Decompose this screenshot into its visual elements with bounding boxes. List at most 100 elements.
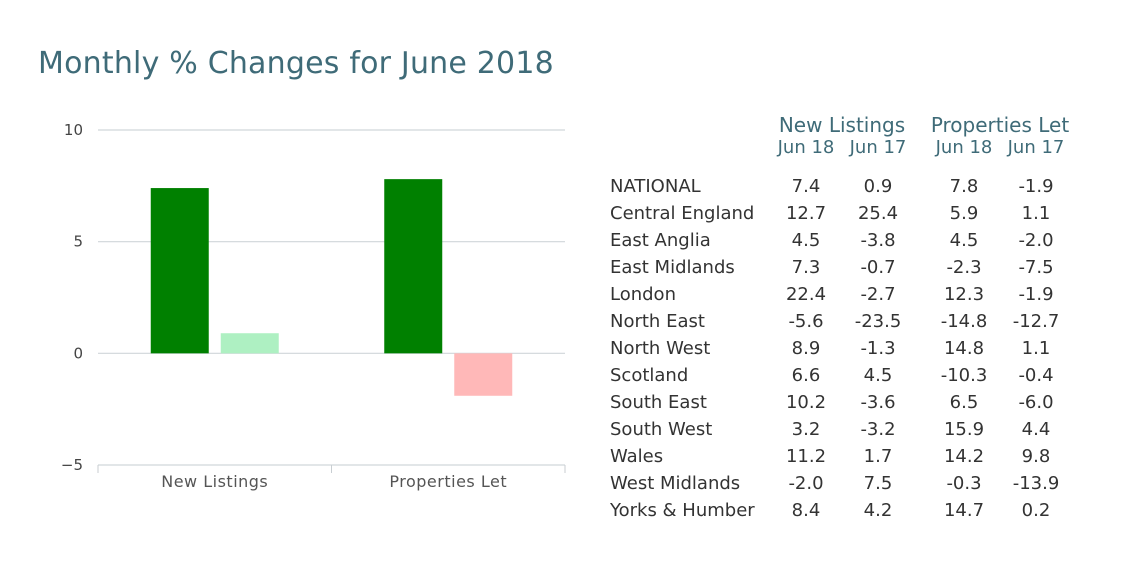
bar-chart: −5 0 5 10 New Listings Properties Let — [38, 110, 583, 520]
value-cell: 7.8 — [949, 176, 979, 197]
value-cell: 11.2 — [785, 446, 827, 467]
table-row: Central England 12.7 25.4 5.9 1.1 — [610, 200, 1072, 227]
value-cell: 7.3 — [791, 257, 821, 278]
value-cell: 14.7 — [943, 500, 985, 521]
table-row: North East -5.6 -23.5 -14.8 -12.7 — [610, 308, 1072, 335]
value-cell: -1.3 — [860, 338, 896, 359]
value-cell: -23.5 — [854, 311, 902, 332]
region-cell: Wales — [610, 446, 664, 467]
table-row: NATIONAL 7.4 0.9 7.8 -1.9 — [610, 173, 1072, 200]
gap-cell — [914, 470, 928, 497]
value-cell: 25.4 — [857, 203, 899, 224]
y-tick-label: 5 — [73, 233, 83, 251]
value-cell: -0.7 — [860, 257, 896, 278]
table-row: South West 3.2 -3.2 15.9 4.4 — [610, 416, 1072, 443]
region-cell: London — [610, 284, 676, 305]
gap-cell — [914, 335, 928, 362]
gap-cell — [914, 362, 928, 389]
sub-gap — [914, 137, 928, 163]
gap-cell — [914, 200, 928, 227]
value-cell: -2.0 — [1018, 230, 1054, 251]
page-title: Monthly % Changes for June 2018 — [38, 46, 554, 82]
value-cell: -2.3 — [946, 257, 982, 278]
value-cell: -0.3 — [946, 473, 982, 494]
value-cell: 8.9 — [791, 338, 821, 359]
value-cell: 5.9 — [949, 203, 979, 224]
value-cell: 4.5 — [791, 230, 821, 251]
value-cell: 22.4 — [785, 284, 827, 305]
table-row: South East 10.2 -3.6 6.5 -6.0 — [610, 389, 1072, 416]
value-cell: -12.7 — [1012, 311, 1060, 332]
value-cell: 6.6 — [791, 365, 821, 386]
table-body: NATIONAL 7.4 0.9 7.8 -1.9 Central England 12.7… — [610, 173, 1072, 524]
y-tick-label: 0 — [73, 344, 83, 362]
value-cell: 10.2 — [785, 392, 827, 413]
value-cell: 7.4 — [791, 176, 821, 197]
x-category-label: New Listings — [161, 472, 268, 491]
gap-cell — [914, 227, 928, 254]
gap-cell — [914, 497, 928, 524]
sub-header: Jun 17 — [1007, 137, 1065, 158]
value-cell: 1.7 — [863, 446, 893, 467]
value-cell: -2.0 — [788, 473, 824, 494]
table-row: North West 8.9 -1.3 14.8 1.1 — [610, 335, 1072, 362]
value-cell: -13.9 — [1012, 473, 1060, 494]
value-cell: 0.2 — [1021, 500, 1051, 521]
value-cell: 1.1 — [1021, 203, 1051, 224]
gap-cell — [914, 281, 928, 308]
sub-header: Jun 17 — [849, 137, 907, 158]
value-cell: 4.2 — [863, 500, 893, 521]
x-category-label: Properties Let — [389, 472, 507, 491]
value-cell: -10.3 — [940, 365, 988, 386]
region-cell: West Midlands — [610, 473, 741, 494]
region-cell: East Anglia — [610, 230, 711, 251]
bar — [454, 353, 513, 396]
value-cell: 7.5 — [863, 473, 893, 494]
region-cell: Central England — [610, 203, 755, 224]
value-cell: 14.8 — [943, 338, 985, 359]
gap-cell — [914, 443, 928, 470]
table-row: Wales 11.2 1.7 14.2 9.8 — [610, 443, 1072, 470]
gap-cell — [914, 173, 928, 200]
table-row: East Anglia 4.5 -3.8 4.5 -2.0 — [610, 227, 1072, 254]
value-cell: 4.5 — [949, 230, 979, 251]
table-row: Yorks & Humber 8.4 4.2 14.7 0.2 — [610, 497, 1072, 524]
value-cell: 4.4 — [1021, 419, 1051, 440]
value-cell: -5.6 — [788, 311, 824, 332]
table-row: London 22.4 -2.7 12.3 -1.9 — [610, 281, 1072, 308]
group-header-properties-let: Properties Let — [930, 113, 1070, 137]
table-row: West Midlands -2.0 7.5 -0.3 -13.9 — [610, 470, 1072, 497]
region-cell: Yorks & Humber — [610, 500, 755, 521]
value-cell: -1.9 — [1018, 176, 1054, 197]
value-cell: 14.2 — [943, 446, 985, 467]
region-cell: Scotland — [610, 365, 689, 386]
region-cell: North East — [610, 311, 705, 332]
y-tick-label: 10 — [64, 121, 83, 139]
value-cell: -3.6 — [860, 392, 896, 413]
group-gap — [914, 107, 928, 137]
value-cell: 1.1 — [1021, 338, 1051, 359]
y-tick-label: −5 — [61, 456, 83, 474]
region-cell: South West — [610, 419, 713, 440]
value-cell: 6.5 — [949, 392, 979, 413]
table-corner — [610, 107, 770, 137]
value-cell: -6.0 — [1018, 392, 1054, 413]
region-cell: East Midlands — [610, 257, 735, 278]
value-cell: 0.9 — [863, 176, 893, 197]
value-cell: 4.5 — [863, 365, 893, 386]
gap-cell — [914, 308, 928, 335]
value-cell: 12.7 — [785, 203, 827, 224]
value-cell: 3.2 — [791, 419, 821, 440]
value-cell: 15.9 — [943, 419, 985, 440]
value-cell: -14.8 — [940, 311, 988, 332]
value-cell: -3.8 — [860, 230, 896, 251]
value-cell: -3.2 — [860, 419, 896, 440]
region-cell: NATIONAL — [610, 176, 701, 197]
bar — [220, 333, 279, 354]
region-cell: North West — [610, 338, 711, 359]
table-row: Scotland 6.6 4.5 -10.3 -0.4 — [610, 362, 1072, 389]
region-cell: South East — [610, 392, 707, 413]
value-cell: 8.4 — [791, 500, 821, 521]
gap-cell — [914, 389, 928, 416]
value-cell: -7.5 — [1018, 257, 1054, 278]
